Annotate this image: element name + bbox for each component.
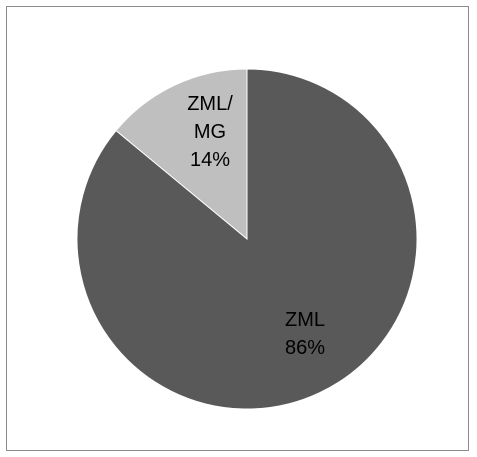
slice-name-label: MG	[194, 121, 226, 143]
slice-label-zml: ZML 86%	[285, 309, 325, 359]
slice-label-zmlmg: ZML/MG 14%	[187, 93, 233, 171]
slice-name-label: ZML/	[187, 93, 233, 115]
slice-percent-label: 14%	[190, 149, 230, 171]
slice-name-label: ZML	[285, 309, 325, 331]
slice-percent-label: 86%	[285, 337, 325, 359]
pie-slice-zmlmg	[115, 68, 248, 241]
pie-slice-zml	[76, 68, 418, 410]
